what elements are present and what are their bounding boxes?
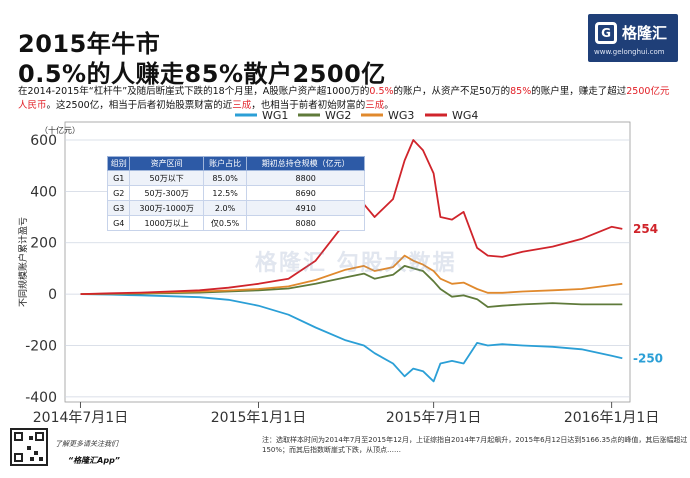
table-cell: 8690 [246, 185, 365, 201]
legend-label: WG3 [388, 110, 414, 122]
table-cell: 4910 [246, 200, 365, 216]
page-title-line1: 2015年牛市 [18, 30, 161, 58]
y-tick-label: -200 [25, 338, 57, 354]
table-row: G2 50万-300万 12.5% 8690 [106, 185, 365, 201]
qr-finder [14, 453, 23, 462]
logo-url: www.gelonghui.com [594, 48, 665, 56]
brand-logo[interactable]: G 格隆汇 www.gelonghui.com [588, 14, 678, 62]
desc-text: 。 [384, 100, 394, 111]
desc-text: 的账户，从资产不足50万的 [393, 86, 511, 97]
qr-dot [39, 457, 43, 461]
desc-text: 的账户里，赚走了超过 [531, 86, 627, 97]
table-header: 组别 [106, 156, 131, 171]
table-row: G1 50万以下 85.0% 8800 [106, 170, 365, 186]
desc-highlight: 2500亿元人民币 [18, 86, 670, 111]
description: 在2014-2015年“杠杆牛”及随后断崖式下跌的18个月里，A股账户资产超10… [18, 85, 678, 113]
desc-text: ，也相当于前者初始财富的 [251, 100, 366, 111]
y-tick-label: -400 [25, 390, 57, 406]
footnote: 注：选取样本时间为2014年7月至2015年12月，上证综指自2014年7月起飙… [262, 436, 688, 454]
logo-g-icon: G [595, 22, 617, 44]
x-tick-label: 2015年7月1日 [386, 410, 481, 426]
table-header: 期初总持仓规模（亿元） [246, 156, 365, 171]
y-tick-label: 0 [48, 287, 57, 303]
table-header-row: 组别 资产区间 账户占比 期初总持仓规模（亿元） [106, 156, 365, 171]
end-value-label: -250 [633, 351, 663, 365]
page-title-line2: 0.5%的人赚走85%散户2500亿 [18, 60, 386, 88]
table-cell: G4 [106, 215, 131, 231]
desc-highlight: 三成 [232, 100, 252, 111]
legend-label: WG1 [262, 110, 288, 122]
y-tick-label: 400 [30, 184, 57, 200]
desc-highlight: 85% [510, 86, 532, 97]
table-cell: 2.0% [202, 200, 248, 216]
y-tick-label: 200 [30, 236, 57, 252]
qr-dot [27, 446, 31, 450]
qr-code[interactable] [10, 428, 48, 466]
desc-text: 。这2500亿，相当于后者初始股票财富的近 [46, 100, 233, 111]
x-tick-label: 2015年1月1日 [211, 410, 306, 426]
qr-finder [35, 432, 44, 441]
table-row: G3 300万-1000万 2.0% 4910 [106, 200, 365, 216]
group-table: 组别 资产区间 账户占比 期初总持仓规模（亿元） G1 50万以下 85.0% … [106, 156, 365, 231]
end-value-label: 254 [633, 222, 658, 236]
table-header: 账户占比 [202, 156, 248, 171]
table-cell: 仅0.5% [202, 215, 248, 231]
desc-highlight: 三成 [365, 100, 385, 111]
app-name: “格隆汇App” [68, 456, 120, 465]
desc-text: 在2014-2015年“杠杆牛”及随后断崖式下跌的18个月里，A股账户资产超10… [18, 86, 370, 97]
series-line-wg4 [80, 139, 623, 295]
desc-highlight: 0.5% [369, 86, 394, 97]
series-line-wg3 [80, 254, 623, 295]
logo-text: 格隆汇 [622, 24, 668, 42]
series-line-wg1 [80, 293, 623, 383]
table-cell: 8800 [246, 170, 365, 186]
qr-dot [30, 457, 34, 461]
table-row: G4 1000万以上 仅0.5% 8080 [106, 215, 365, 231]
legend-label: WG4 [452, 110, 478, 122]
table-header: 资产区间 [129, 156, 204, 171]
qr-finder [14, 432, 23, 441]
table-cell: 12.5% [202, 185, 248, 201]
y-unit-label: （十亿元） [40, 125, 80, 135]
table-cell: 8080 [246, 215, 365, 231]
qr-caption: 了解更多请关注我们 [55, 440, 118, 448]
table-cell: G3 [106, 200, 131, 216]
y-axis-label: 不同规模账户累计盈亏 [17, 217, 29, 307]
table-cell: 85.0% [202, 170, 248, 186]
y-tick-label: 600 [30, 133, 57, 149]
series-line-wg2 [80, 264, 623, 308]
table-cell: 300万-1000万 [129, 200, 204, 216]
table-cell: 50万以下 [129, 170, 204, 186]
table-cell: G1 [106, 170, 131, 186]
table-cell: 50万-300万 [129, 185, 204, 201]
x-tick-label: 2014年7月1日 [33, 410, 128, 426]
watermark: 格隆汇 勾股大数据 [255, 251, 457, 276]
table-cell: 1000万以上 [129, 215, 204, 231]
qr-dot [29, 436, 33, 440]
x-tick-label: 2016年1月1日 [564, 410, 659, 426]
qr-dot [34, 451, 38, 455]
legend-label: WG2 [325, 110, 351, 122]
table-cell: G2 [106, 185, 131, 201]
